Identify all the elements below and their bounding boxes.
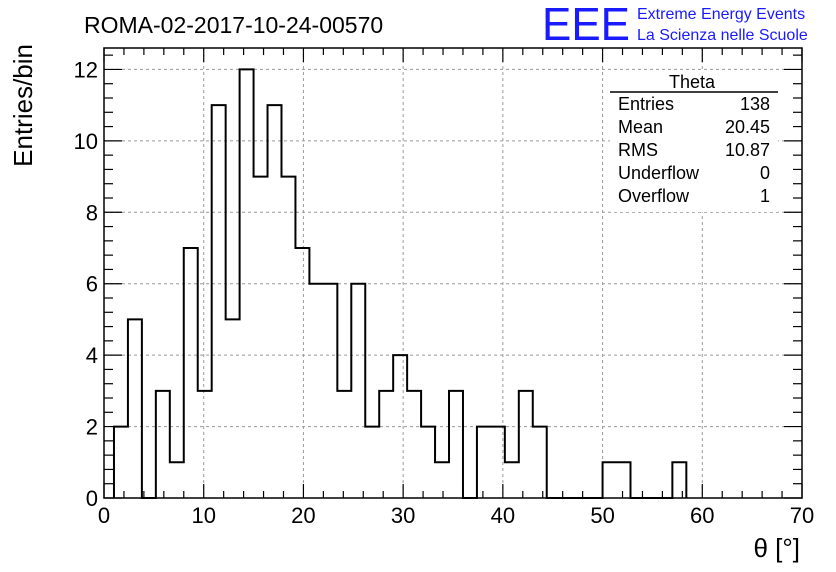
- histogram-bin: [393, 355, 407, 498]
- stats-label: RMS: [618, 140, 658, 160]
- eee-logo: EEE Extreme Energy Events La Scienza nel…: [542, 0, 808, 50]
- logo-line-2: La Scienza nelle Scuole: [637, 27, 808, 44]
- histogram-bin: [254, 177, 268, 498]
- x-tick-label: 50: [590, 503, 614, 528]
- histogram-bin: [337, 391, 351, 498]
- y-tick-label: 10: [74, 129, 98, 154]
- histogram-bin: [449, 391, 463, 498]
- stats-label: Overflow: [618, 186, 690, 206]
- histogram-bin: [268, 105, 282, 498]
- histogram-bin: [435, 462, 449, 498]
- histogram-bin: [114, 427, 128, 498]
- histogram-bin: [212, 105, 226, 498]
- plot-frame: [103, 47, 803, 499]
- x-axis-title: θ [°]: [753, 533, 800, 563]
- x-tick-label: 60: [690, 503, 714, 528]
- histogram-bin: [156, 391, 170, 498]
- y-tick-label: 12: [74, 57, 98, 82]
- stats-label: Entries: [618, 94, 674, 114]
- histogram-bin: [198, 391, 212, 498]
- histogram-bin: [170, 462, 184, 498]
- stats-box: Theta Entries 138 Mean 20.45 RMS 10.87 Underfl…: [610, 70, 778, 212]
- x-tick-label: 20: [291, 503, 315, 528]
- histogram-bin: [295, 248, 309, 498]
- stats-value: 10.87: [725, 140, 770, 160]
- y-tick-label: 0: [86, 486, 98, 511]
- eee-logo-mark: EEE: [542, 0, 630, 50]
- x-tick-label: 30: [391, 503, 415, 528]
- logo-line-1: Extreme Energy Events: [637, 6, 805, 23]
- histogram-bin: [226, 319, 240, 498]
- histogram-bin: [505, 462, 519, 498]
- histogram-bin: [672, 462, 686, 498]
- y-tick-label: 6: [86, 272, 98, 297]
- histogram-bin: [365, 427, 379, 498]
- histogram-bin: [128, 319, 142, 498]
- histogram-bin: [309, 284, 323, 498]
- x-tick-label: 0: [98, 503, 110, 528]
- histogram-bin: [491, 427, 505, 498]
- histogram-bin: [617, 462, 631, 498]
- chart-title: ROMA-02-2017-10-24-00570: [84, 12, 383, 38]
- y-tick-label: 2: [86, 415, 98, 440]
- histogram-bin: [421, 427, 435, 498]
- histogram-bin: [379, 391, 393, 498]
- stats-value: 0: [760, 163, 770, 183]
- histogram-bin: [184, 248, 198, 498]
- x-tick-label: 40: [491, 503, 515, 528]
- histogram-bin: [533, 427, 547, 498]
- x-tick-label: 10: [191, 503, 215, 528]
- histogram-bin: [323, 284, 337, 498]
- histogram-bin: [407, 391, 421, 498]
- stats-label: Mean: [618, 117, 663, 137]
- y-tick-label: 4: [86, 343, 98, 368]
- histogram-bin: [240, 69, 254, 498]
- stats-value: 20.45: [725, 117, 770, 137]
- x-tick-label: 70: [790, 503, 814, 528]
- stats-label: Underflow: [618, 163, 700, 183]
- histogram-bin: [519, 391, 533, 498]
- histogram-bin: [477, 427, 491, 498]
- stats-box-title: Theta: [669, 72, 716, 92]
- stats-value: 138: [740, 94, 770, 114]
- histogram-bin: [603, 462, 617, 498]
- y-tick-label: 8: [86, 200, 98, 225]
- histogram-bin: [351, 284, 365, 498]
- histogram-bin: [281, 177, 295, 498]
- stats-value: 1: [760, 186, 770, 206]
- y-axis-title: Entries/bin: [8, 44, 38, 167]
